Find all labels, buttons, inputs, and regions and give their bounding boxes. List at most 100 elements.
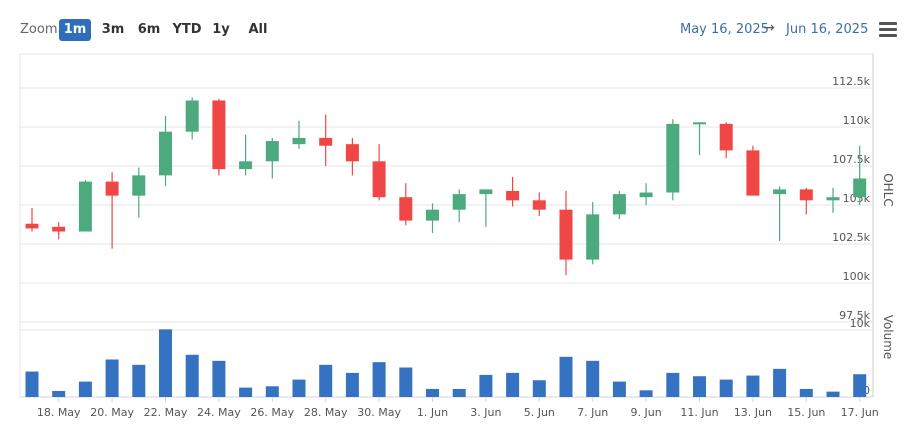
candle-body [52,226,66,232]
hamburger-menu-icon[interactable] [879,22,897,38]
volume-bar [159,329,172,397]
volume-bar [78,381,92,397]
volume-bar [426,388,439,397]
candle-body [559,209,573,260]
volume-tick-label: 0 [863,384,870,397]
candle-body [426,209,439,221]
volume-bar [799,388,813,397]
candle-body [586,214,600,260]
volume-bar [639,390,653,397]
x-tick-label: 24. May [197,406,241,419]
candle-body [639,192,653,198]
x-tick-label: 9. Jun [631,406,662,419]
x-tick-label: 28. May [304,406,348,419]
ohlc-tick-label: 102.5k [832,231,870,244]
x-tick-label: 30. May [357,406,401,419]
candle-body [159,131,172,176]
volume-tick-label: 10k [850,317,871,330]
volume-bar [666,372,680,397]
volume-bar [292,379,306,397]
candle-body [132,175,146,196]
volume-bar [479,374,493,397]
zoom-1y-button[interactable]: 1y [212,22,230,37]
candle-body [239,161,253,170]
candle-body [78,181,92,232]
ohlc-tick-label: 100k [843,270,871,283]
volume-bar [212,360,226,397]
zoom-all-button[interactable]: All [248,22,268,37]
volume-bar [853,374,867,397]
ohlc-tick-label: 112.5k [832,75,870,88]
x-tick-label: 3. Jun [470,406,501,419]
range-arrow-icon: → [763,20,775,36]
zoom-6m-button[interactable]: 6m [137,22,161,37]
candle-body [666,123,680,193]
candle-body [746,150,760,196]
candle-body [265,141,279,162]
range-end-date-input[interactable]: Jun 16, 2025 [786,22,869,37]
range-start-date-input[interactable]: May 16, 2025 [680,22,769,37]
volume-bar [746,375,760,397]
zoom-3m-button[interactable]: 3m [101,22,125,37]
x-tick-label: 13. Jun [734,406,772,419]
candle-body [479,189,493,195]
candle-body [105,181,119,196]
candle-body [773,189,787,195]
volume-bar [773,368,787,397]
ohlc-tick-label: 110k [843,114,871,127]
volume-bar [105,359,119,397]
volume-bar [345,372,359,397]
ohlc-axis-title: OHLC [881,173,895,207]
candle-body [292,137,306,145]
x-tick-label: 11. Jun [680,406,718,419]
volume-bar [612,381,626,397]
candle-body [799,189,813,201]
volume-bar [239,387,253,397]
volume-bar [452,388,466,397]
candle-body [25,223,39,229]
volume-bar [185,354,199,397]
zoom-1m-button[interactable]: 1m [59,19,91,41]
zoom-label: Zoom [20,22,58,37]
candle-body [399,197,413,221]
x-tick-label: 20. May [90,406,134,419]
volume-bar [559,356,573,397]
ohlc-tick-label: 107.5k [832,153,870,166]
x-tick-label: 7. Jun [577,406,608,419]
x-tick-label: 5. Jun [524,406,555,419]
volume-bar [52,390,66,397]
volume-bar [586,360,600,397]
volume-bar [372,362,386,397]
x-tick-label: 18. May [37,406,81,419]
volume-bar [132,364,146,397]
candle-body [612,194,626,215]
volume-bar [25,371,39,397]
volume-bar [265,386,279,397]
x-tick-label: 26. May [250,406,294,419]
candle-body [212,100,226,170]
candle-body [853,178,867,198]
zoom-ytd-button[interactable]: YTD [172,22,202,37]
volume-bar [399,367,413,397]
candle-body [185,100,199,132]
candle-body [693,122,706,125]
candle-body [345,144,359,162]
x-tick-label: 17. Jun [841,406,879,419]
x-tick-label: 22. May [144,406,188,419]
ohlc-tick-label: 97.5k [839,309,870,322]
volume-bar [319,364,333,397]
volume-bar [693,376,706,397]
volume-bar [532,380,546,397]
volume-axis-title: Volume [881,315,895,360]
range-selector-toolbar: Zoom 1m 3m 6m YTD 1y All May 16, 2025 → … [0,0,916,58]
candle-body [826,197,840,201]
candle-body [452,194,466,210]
candle-body [506,190,520,201]
candle-body [719,123,733,151]
volume-bar [506,372,520,397]
candle-body [532,200,546,210]
x-tick-label: 1. Jun [417,406,448,419]
candle-body [372,161,386,198]
volume-bar [719,379,733,397]
